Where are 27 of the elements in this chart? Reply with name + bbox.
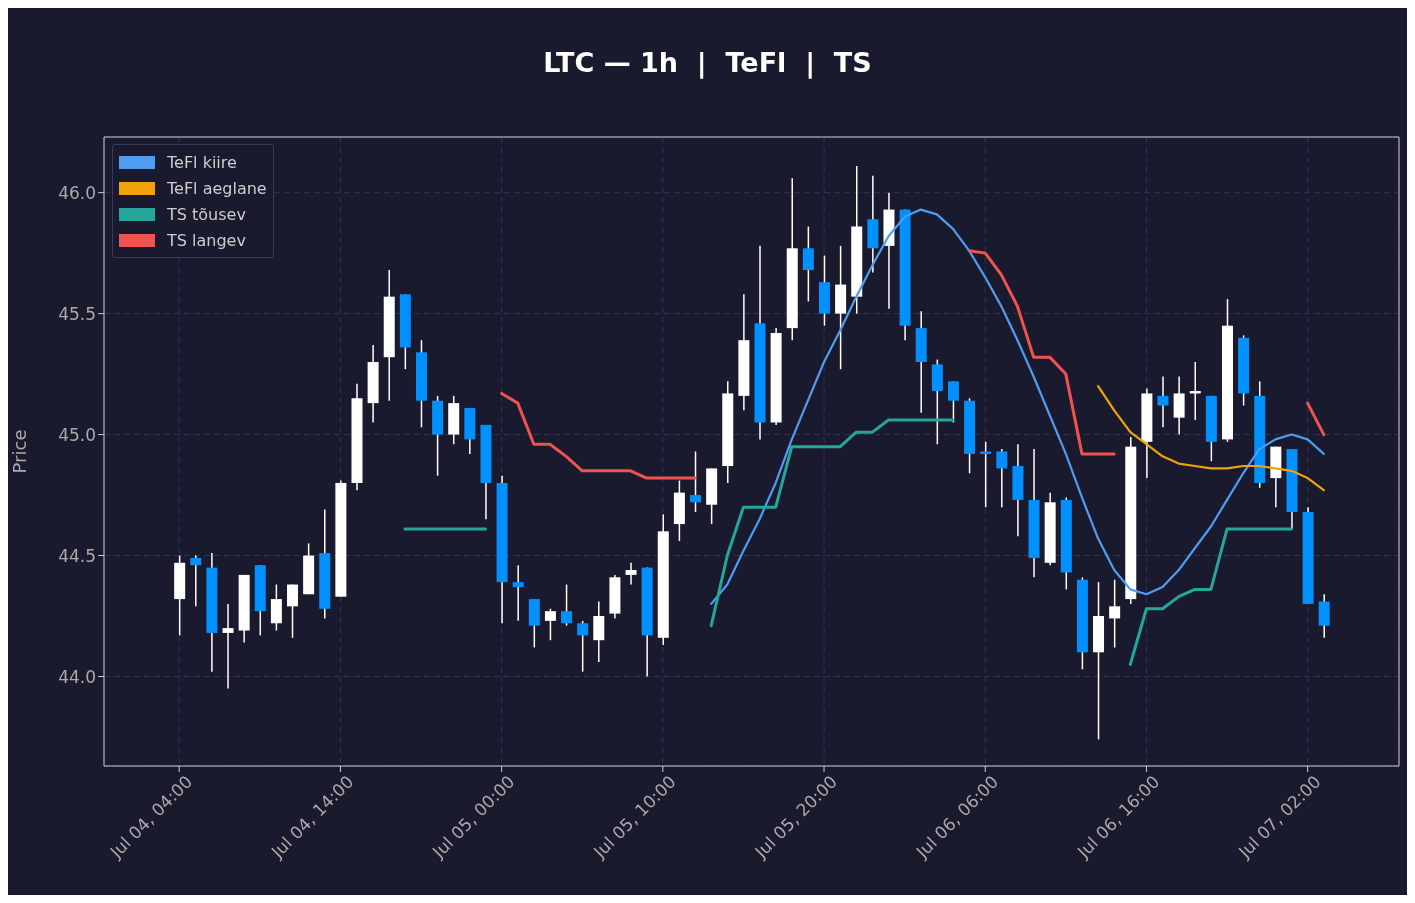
candlestick bbox=[625, 562, 637, 586]
candlestick bbox=[947, 380, 959, 424]
legend-label: TeFl aeglane bbox=[167, 178, 267, 198]
legend-label: TS langev bbox=[167, 230, 246, 250]
candlestick bbox=[287, 583, 299, 639]
candlestick bbox=[802, 225, 814, 303]
y-tick-label: 44.0 bbox=[58, 666, 96, 687]
chart-title: LTC — 1h | TeFl | TS bbox=[543, 46, 872, 78]
line-series bbox=[1096, 385, 1325, 492]
candlestick bbox=[1109, 578, 1121, 649]
y-tick-label: 44.5 bbox=[58, 545, 96, 566]
legend-label: TeFl kiire bbox=[167, 152, 237, 172]
candlestick bbox=[561, 583, 573, 627]
y-tick-label: 45.0 bbox=[58, 424, 96, 445]
candlestick bbox=[1157, 375, 1169, 429]
y-tick-label: 45.5 bbox=[58, 303, 96, 324]
line-series bbox=[710, 208, 1325, 606]
candlestick bbox=[544, 608, 556, 641]
candlestick bbox=[577, 620, 589, 673]
candlestick bbox=[512, 564, 524, 622]
candlestick bbox=[222, 603, 234, 690]
y-tick-label: 46.0 bbox=[58, 182, 96, 203]
candlestick bbox=[690, 450, 702, 513]
y-axis-title: Price bbox=[9, 429, 31, 474]
candlestick bbox=[996, 448, 1008, 508]
candlestick bbox=[190, 554, 202, 608]
legend-label: TS tõusev bbox=[167, 204, 246, 224]
